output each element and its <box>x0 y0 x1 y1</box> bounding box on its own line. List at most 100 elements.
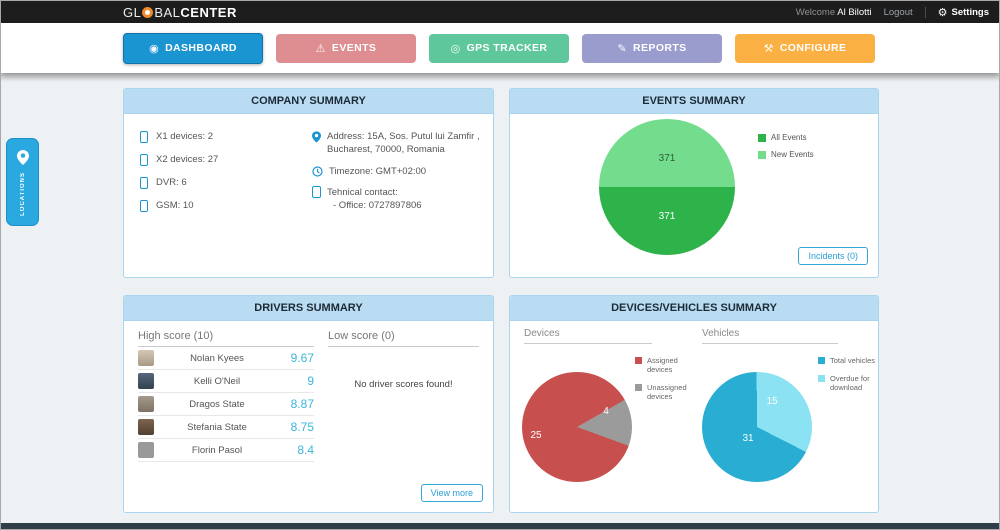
phone-icon <box>312 185 321 198</box>
brand-logo[interactable]: GL BAL CENTER <box>123 5 237 20</box>
driver-name: Kelli O'Neil <box>193 375 241 387</box>
username: Al Bilotti <box>837 6 872 18</box>
incidents-button[interactable]: Incidents (0) <box>798 247 868 265</box>
driver-score: 9 <box>307 374 314 388</box>
warning-icon: ⚠ <box>315 42 326 55</box>
timezone-text: Timezone: GMT+02:00 <box>329 165 427 177</box>
driver-avatar <box>138 350 154 366</box>
logout-link[interactable]: Logout <box>883 6 913 18</box>
clock-icon <box>312 165 323 177</box>
legend-item: Total vehicles <box>818 356 878 365</box>
mobile-device-icon <box>140 153 148 166</box>
legend-label: Unassigned devices <box>647 383 687 401</box>
devices-legend: Assigned devices Unassigned devices <box>635 356 695 410</box>
tab-label: GPS TRACKER <box>466 42 548 54</box>
map-pin-icon <box>312 131 321 143</box>
legend-label: All Events <box>771 133 807 142</box>
gauge-icon: ◉ <box>149 42 160 55</box>
gsm-device-icon <box>140 199 148 212</box>
wrench-icon: ⚒ <box>763 42 774 55</box>
tab-events[interactable]: ⚠ EVENTS <box>276 33 416 63</box>
tab-gps-tracker[interactable]: ◎ GPS TRACKER <box>429 33 569 63</box>
legend-swatch-total-vehicles <box>818 357 825 364</box>
panel-title: EVENTS SUMMARY <box>510 89 878 114</box>
high-score-column: High score (10) Nolan Kyees 9.67 Kelli O… <box>138 330 314 462</box>
legend-swatch-assigned-devices <box>635 357 642 364</box>
footer-bar <box>1 523 999 529</box>
stat-row: DVR: 6 <box>140 176 312 189</box>
legend-item: Overdue for download <box>818 374 878 392</box>
legend-label: Total vehicles <box>830 356 876 365</box>
tab-configure[interactable]: ⚒ CONFIGURE <box>735 33 875 63</box>
pie-value-assigned: 25 <box>530 430 542 441</box>
contact-value: - Office: 0727897806 <box>333 200 422 212</box>
dvr-device-icon <box>140 176 148 189</box>
stat-label: X1 devices: 2 <box>156 131 214 142</box>
device-stats: X1 devices: 2 X2 devices: 27 DVR: 6 GSM:… <box>140 130 312 222</box>
stat-row: GSM: 10 <box>140 199 312 212</box>
tab-label: EVENTS <box>331 42 377 54</box>
main-nav: ◉ DASHBOARD ⚠ EVENTS ◎ GPS TRACKER ✎ REP… <box>1 23 999 73</box>
driver-name: Florin Pasol <box>191 444 243 456</box>
stat-label: GSM: 10 <box>156 200 194 211</box>
globe-icon <box>142 6 154 18</box>
settings-label: Settings <box>951 6 989 18</box>
driver-row[interactable]: Florin Pasol 8.4 <box>138 439 314 462</box>
driver-score: 8.75 <box>290 420 314 434</box>
pie-value-all-events: 371 <box>658 211 676 222</box>
driver-name: Nolan Kyees <box>190 352 244 364</box>
welcome-text: Welcome Al Bilotti <box>796 7 872 18</box>
driver-row[interactable]: Kelli O'Neil 9 <box>138 370 314 393</box>
panel-title: DEVICES/VEHICLES SUMMARY <box>510 296 878 321</box>
timezone-row: Timezone: GMT+02:00 <box>312 165 483 178</box>
locations-side-tab[interactable]: LOCATIONS <box>6 138 39 226</box>
brand-text-bal: BAL <box>154 4 181 20</box>
tracker-icon: ◎ <box>450 42 461 55</box>
pie-value-unassigned: 4 <box>603 406 609 417</box>
address-row: Address: 15A, Sos. Putul lui Zamfir , Buc… <box>312 130 483 157</box>
driver-avatar <box>138 373 154 389</box>
company-summary-panel: COMPANY SUMMARY X1 devices: 2 X2 devices… <box>123 88 494 278</box>
legend-label: Assigned devices <box>647 356 678 374</box>
driver-avatar <box>138 442 154 458</box>
stat-row: X1 devices: 2 <box>140 130 312 143</box>
brand-text-center: CENTER <box>180 4 237 20</box>
pie-value-overdue: 15 <box>766 396 778 407</box>
tab-reports[interactable]: ✎ REPORTS <box>582 33 722 63</box>
driver-avatar <box>138 419 154 435</box>
vehicles-pie-chart <box>702 372 812 482</box>
report-icon: ✎ <box>617 42 628 55</box>
locations-label: LOCATIONS <box>19 172 26 216</box>
legend-item: Assigned devices <box>635 356 695 374</box>
legend-swatch-new-events <box>758 150 766 159</box>
view-more-button[interactable]: View more <box>420 484 483 502</box>
settings-button[interactable]: ⚙ Settings <box>938 6 989 19</box>
no-scores-message: No driver scores found! <box>354 379 453 390</box>
topbar-right: Welcome Al Bilotti Logout ⚙ Settings <box>796 6 989 19</box>
stat-label: DVR: 6 <box>156 177 187 188</box>
welcome-label: Welcome <box>795 6 836 18</box>
contact-row: Tehnical contact: - Office: 0727897806 <box>312 185 483 213</box>
company-summary-body: X1 devices: 2 X2 devices: 27 DVR: 6 GSM:… <box>124 114 493 222</box>
low-score-heading: Low score (0) <box>328 330 479 347</box>
legend-label: Overdue for download <box>830 374 870 392</box>
vehicles-heading: Vehicles <box>702 328 838 344</box>
driver-row[interactable]: Dragos State 8.87 <box>138 393 314 416</box>
drivers-body: High score (10) Nolan Kyees 9.67 Kelli O… <box>124 321 493 462</box>
stat-row: X2 devices: 27 <box>140 153 312 166</box>
driver-score: 8.4 <box>297 443 314 457</box>
legend-item: All Events <box>758 133 814 143</box>
legend-item: Unassigned devices <box>635 383 695 401</box>
legend-swatch-all-events <box>758 134 766 142</box>
brand-text-gl: GL <box>123 4 142 20</box>
company-info: Address: 15A, Sos. Putul lui Zamfir , Buc… <box>312 130 483 222</box>
high-score-heading: High score (10) <box>138 330 314 347</box>
low-score-column: Low score (0) No driver scores found! <box>328 330 479 462</box>
driver-name: Stefania State <box>187 421 247 433</box>
devices-pie-chart <box>522 372 632 482</box>
stat-label: X2 devices: 27 <box>156 154 219 165</box>
driver-row[interactable]: Stefania State 8.75 <box>138 416 314 439</box>
driver-row[interactable]: Nolan Kyees 9.67 <box>138 347 314 370</box>
tab-dashboard[interactable]: ◉ DASHBOARD <box>123 32 263 64</box>
dashboard-content: LOCATIONS COMPANY SUMMARY X1 devices: 2 … <box>1 73 999 523</box>
